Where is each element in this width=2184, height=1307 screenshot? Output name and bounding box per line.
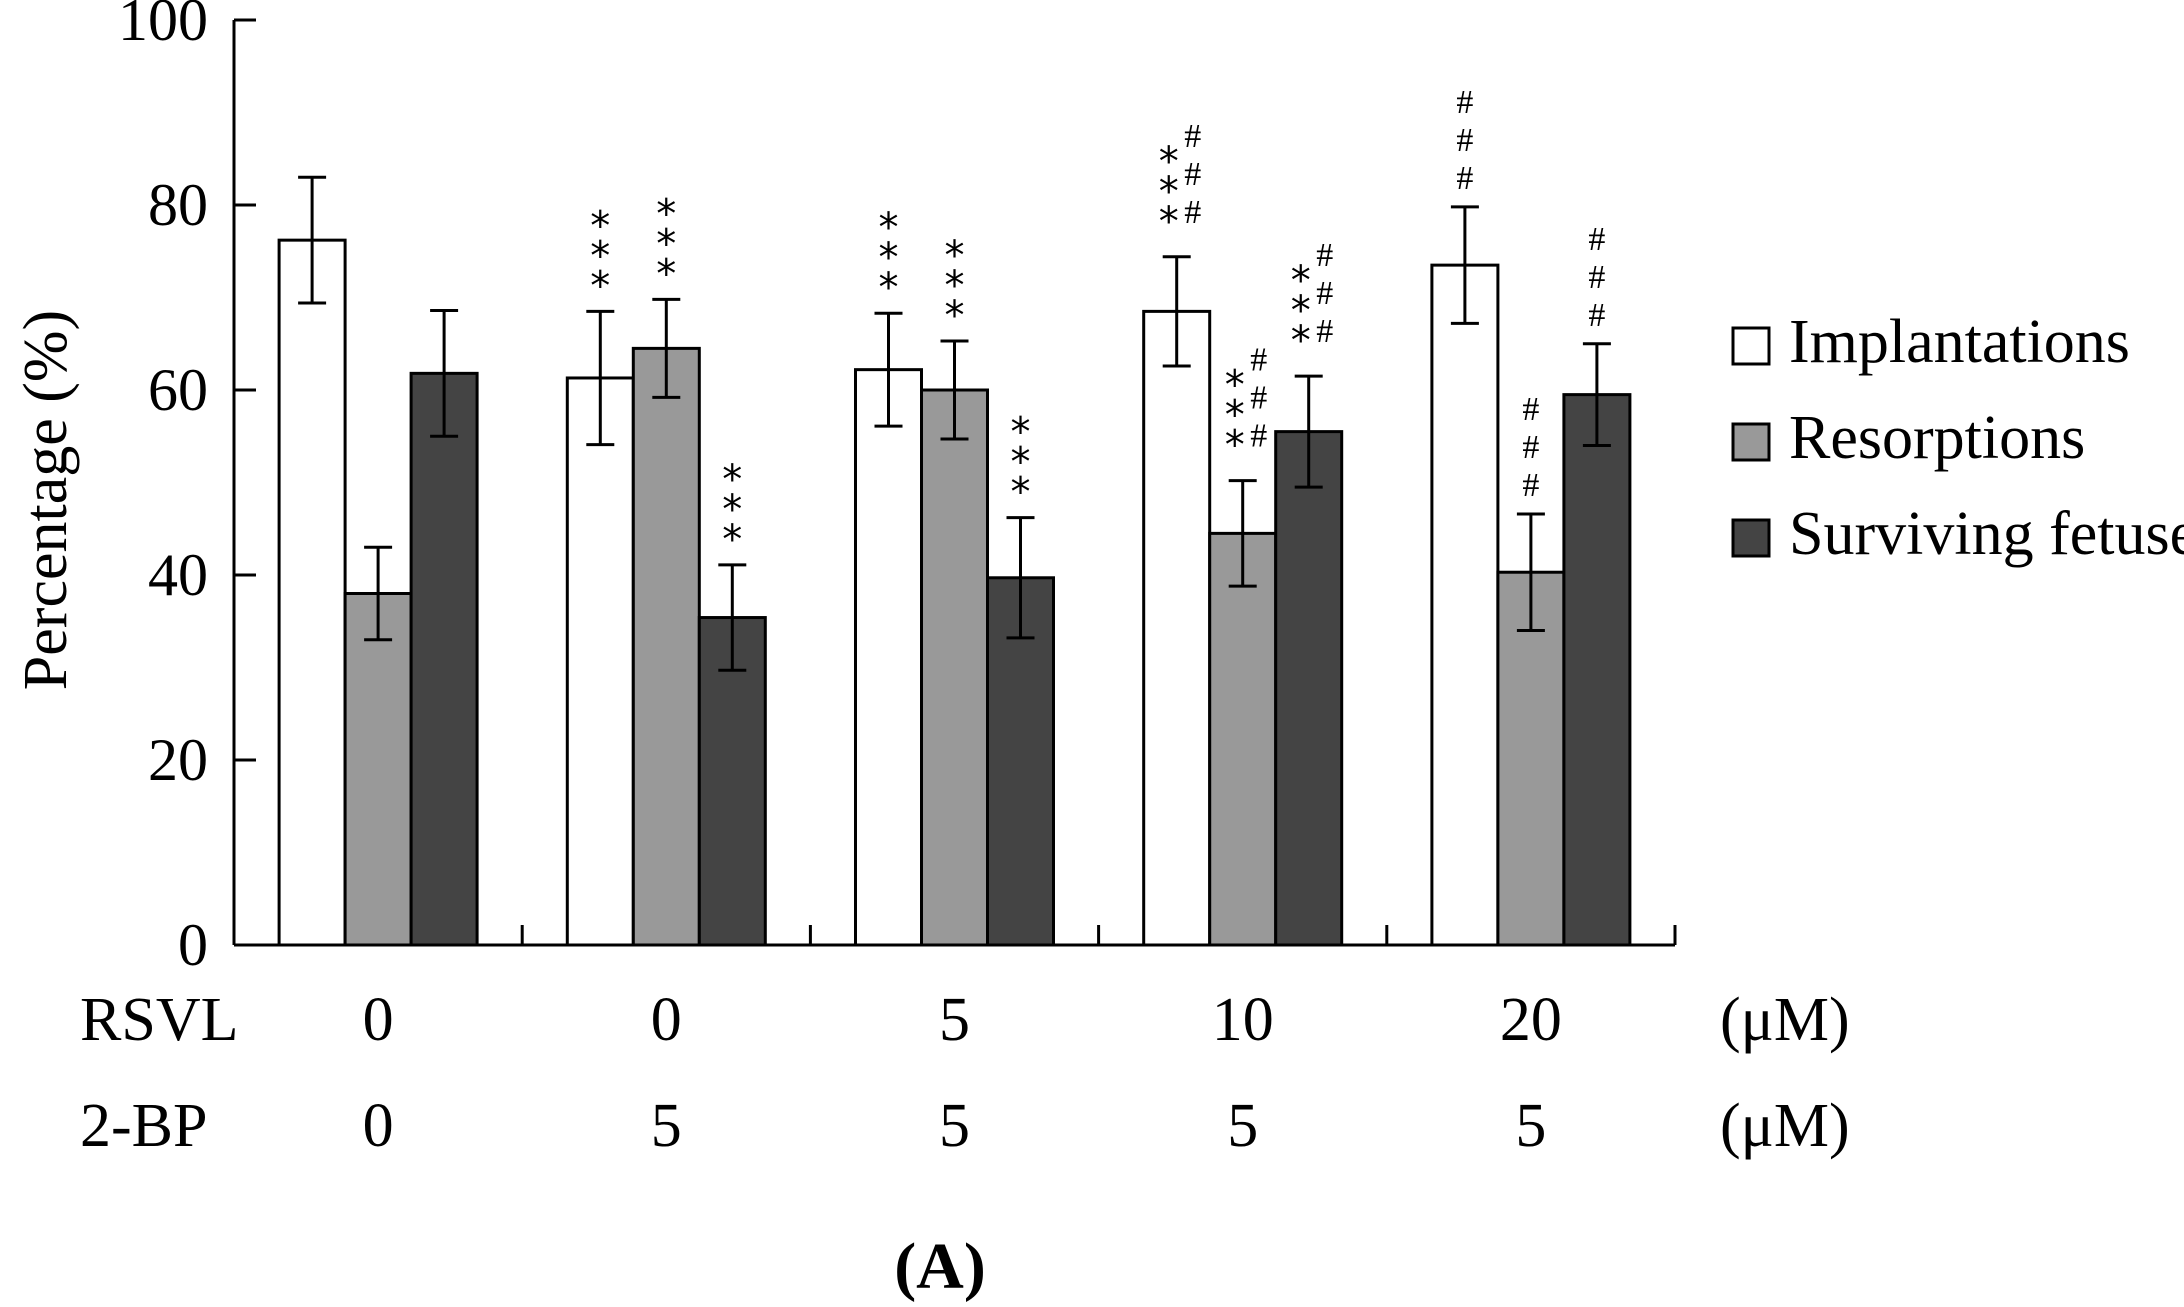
significance-star: * xyxy=(879,205,899,251)
significance-star: * xyxy=(722,487,742,533)
significance-hash: # xyxy=(1456,84,1473,121)
significance-hash: # xyxy=(1184,118,1201,155)
significance-star: * xyxy=(1291,288,1311,334)
bp-dose-label: 5 xyxy=(1515,1092,1546,1160)
significance-hash: # xyxy=(1184,156,1201,193)
bar-implantations xyxy=(277,238,347,947)
legend-label-implantations: Implantations xyxy=(1789,308,2130,376)
rsvl-dose-label: 5 xyxy=(939,986,970,1054)
significance-hash: # xyxy=(1588,221,1605,258)
significance-hash: # xyxy=(1184,194,1201,231)
bar-resorptions xyxy=(343,592,413,947)
bar-implantations xyxy=(565,376,635,947)
significance-hash: # xyxy=(1456,122,1473,159)
bar-surviving-fetuses xyxy=(1562,393,1632,947)
significance-hash: # xyxy=(1316,275,1333,312)
row-label-rsvl: RSVL xyxy=(80,986,238,1054)
rsvl-dose-label: 10 xyxy=(1212,986,1274,1054)
significance-star: * xyxy=(945,293,965,339)
significance-star: * xyxy=(590,233,610,279)
significance-hash: # xyxy=(1588,297,1605,334)
significance-hash: # xyxy=(1316,237,1333,274)
panel-label: (A) xyxy=(894,1230,986,1303)
unit-label-rsvl: (μM) xyxy=(1720,986,1850,1054)
unit-label-2bp: (μM) xyxy=(1720,1092,1850,1160)
y-tick-label: 60 xyxy=(148,357,208,423)
significance-star: * xyxy=(656,191,676,237)
bar-surviving-fetuses xyxy=(409,371,479,947)
bp-dose-label: 0 xyxy=(363,1092,394,1160)
plot-area: 020406080100RSVL2-BP(μM)(μM)0005********… xyxy=(80,0,2184,1160)
bar-implantations xyxy=(1142,309,1212,947)
significance-star: * xyxy=(1225,423,1245,469)
bp-dose-label: 5 xyxy=(1227,1092,1258,1160)
significance-hash: # xyxy=(1522,391,1539,428)
bar-resorptions xyxy=(1496,570,1566,947)
bar-surviving-fetuses xyxy=(697,616,767,947)
y-tick-label: 100 xyxy=(118,0,208,53)
significance-star: * xyxy=(1225,363,1245,409)
row-label-2bp: 2-BP xyxy=(80,1092,207,1160)
y-axis-label: Percentage (%) xyxy=(12,310,80,690)
rsvl-dose-label: 0 xyxy=(363,986,394,1054)
legend-swatch-surviving-fetuses xyxy=(1731,518,1771,558)
significance-hash: # xyxy=(1250,380,1267,417)
bar-resorptions xyxy=(1208,531,1278,947)
significance-hash: # xyxy=(1250,342,1267,379)
significance-star: * xyxy=(945,233,965,279)
significance-star: * xyxy=(1011,470,1031,516)
significance-star: * xyxy=(945,263,965,309)
bar-implantations xyxy=(1430,263,1500,947)
significance-star: * xyxy=(879,265,899,311)
y-tick-label: 40 xyxy=(148,542,208,608)
rsvl-dose-label: 20 xyxy=(1500,986,1562,1054)
significance-star: * xyxy=(1159,169,1179,215)
significance-hash: # xyxy=(1522,429,1539,466)
significance-star: * xyxy=(722,517,742,563)
bar-resorptions xyxy=(631,346,701,947)
significance-star: * xyxy=(656,251,676,297)
legend-swatch-resorptions xyxy=(1731,422,1771,462)
significance-hash: # xyxy=(1522,467,1539,504)
legend-label-surviving-fetuses: Surviving fetuses xyxy=(1789,500,2184,568)
significance-hash: # xyxy=(1456,160,1473,197)
bar-surviving-fetuses xyxy=(1274,430,1344,947)
significance-star: * xyxy=(1011,410,1031,456)
significance-star: * xyxy=(1291,258,1311,304)
significance-star: * xyxy=(1011,440,1031,486)
y-tick-label: 0 xyxy=(178,912,208,978)
significance-star: * xyxy=(656,221,676,267)
significance-hash: # xyxy=(1588,259,1605,296)
rsvl-dose-label: 0 xyxy=(651,986,682,1054)
significance-star: * xyxy=(590,203,610,249)
bar-resorptions xyxy=(920,388,989,947)
significance-star: * xyxy=(722,457,742,503)
significance-star: * xyxy=(1159,199,1179,245)
significance-star: * xyxy=(879,235,899,281)
significance-star: * xyxy=(1225,393,1245,439)
significance-star: * xyxy=(1159,139,1179,185)
y-tick-label: 20 xyxy=(148,727,208,793)
y-tick-label: 80 xyxy=(148,172,208,238)
significance-hash: # xyxy=(1316,313,1333,350)
bp-dose-label: 5 xyxy=(939,1092,970,1160)
legend-label-resorptions: Resorptions xyxy=(1789,404,2085,472)
significance-star: * xyxy=(590,263,610,309)
significance-star: * xyxy=(1291,318,1311,364)
significance-hash: # xyxy=(1250,418,1267,455)
bp-dose-label: 5 xyxy=(651,1092,682,1160)
legend-swatch-implantations xyxy=(1731,326,1771,366)
bar-implantations xyxy=(854,368,923,947)
